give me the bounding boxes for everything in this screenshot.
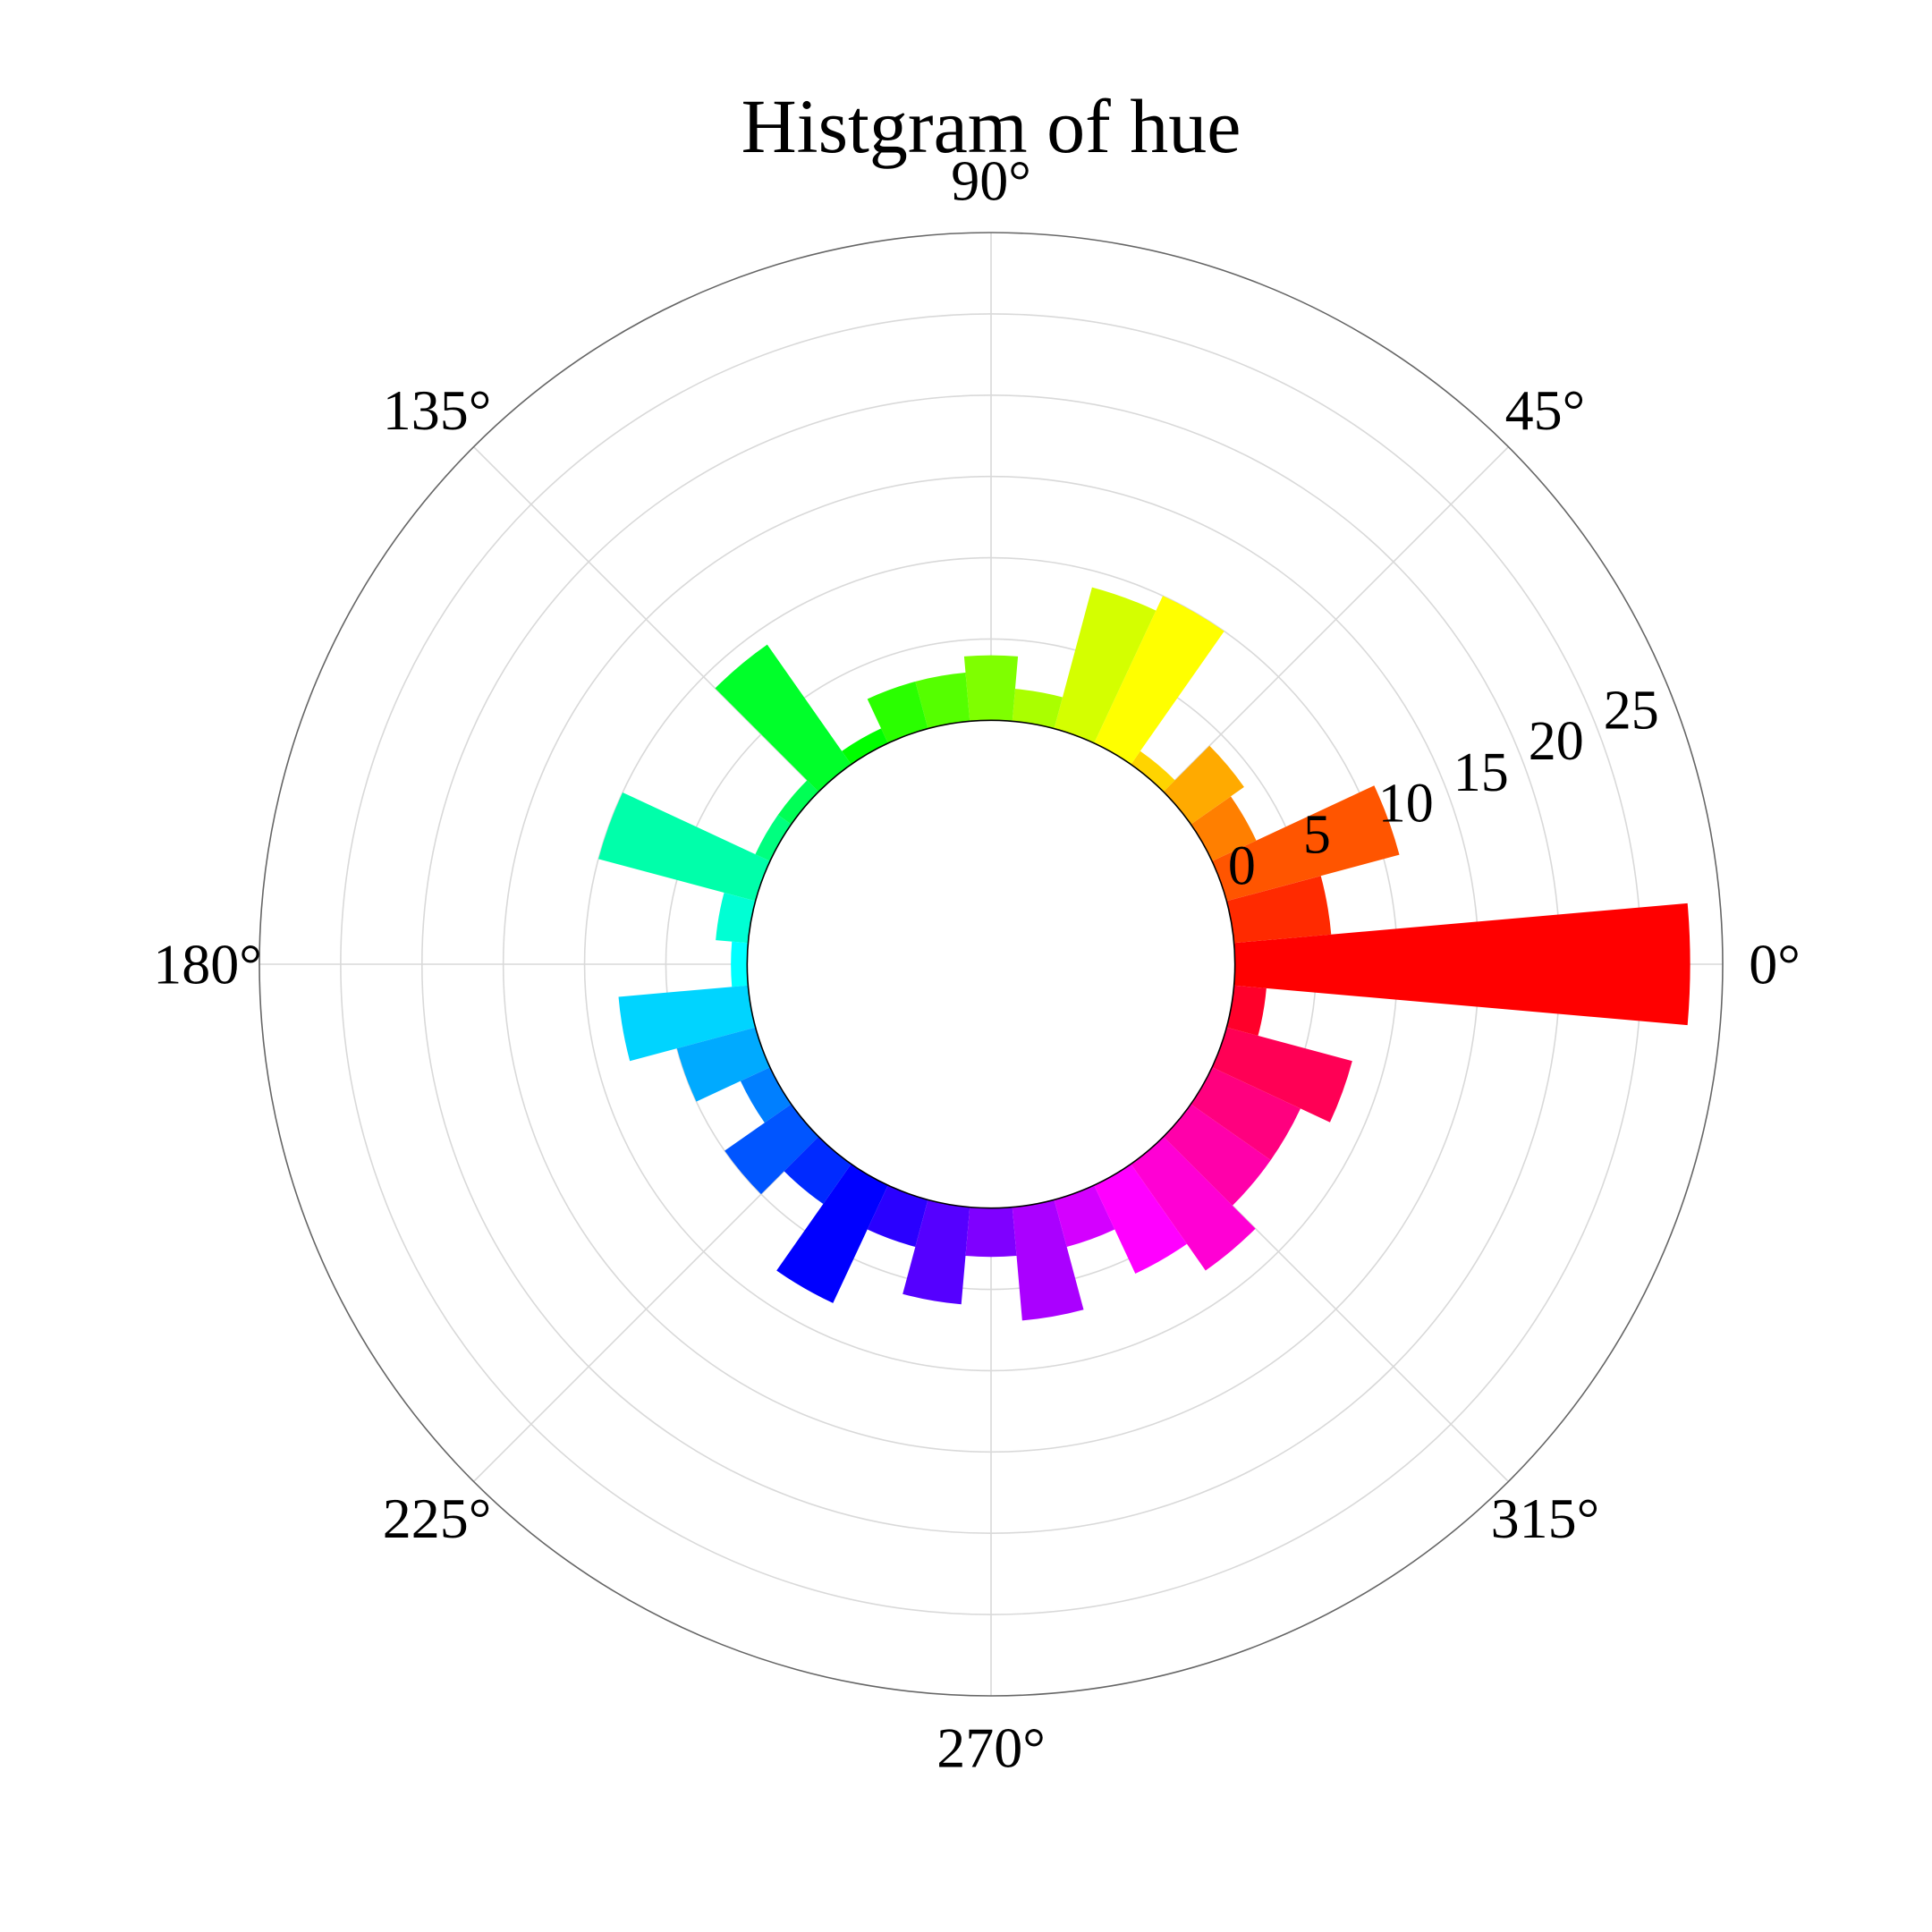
- hue-bar: [902, 1199, 970, 1305]
- hue-bar: [755, 815, 792, 861]
- angle-tick-label: 90°: [951, 149, 1031, 213]
- angle-tick-label: 270°: [936, 1716, 1046, 1780]
- chart-title: Histgram of hue: [741, 83, 1241, 169]
- hue-bar: [867, 1185, 928, 1248]
- hue-bar: [724, 1104, 819, 1195]
- hue-bar: [1094, 596, 1224, 765]
- hue-bar: [842, 728, 888, 765]
- hue-bar: [1191, 796, 1257, 861]
- radial-tick-label: 25: [1604, 680, 1659, 741]
- hue-bar: [1131, 750, 1175, 792]
- angle-tick-label: 225°: [383, 1487, 492, 1550]
- hue-bar: [618, 985, 756, 1062]
- angle-tick-label: 0°: [1749, 933, 1801, 996]
- hue-bar: [676, 1027, 770, 1102]
- hue-bar: [1131, 1136, 1256, 1271]
- hue-bar: [776, 1164, 888, 1303]
- hue-bars: [598, 587, 1690, 1321]
- hue-bar: [1094, 1164, 1187, 1274]
- radial-tick-label: 0: [1228, 835, 1256, 896]
- hue-bar: [598, 792, 770, 902]
- radial-tick-label: 5: [1303, 805, 1331, 866]
- angle-tick-label: 45°: [1505, 378, 1586, 442]
- angle-tick-label: 180°: [153, 933, 262, 996]
- hue-bar: [1163, 1104, 1271, 1206]
- hue-bar: [784, 1136, 852, 1205]
- radial-tick-label: 20: [1529, 711, 1584, 772]
- polar-frame: [258, 232, 1724, 1697]
- hue-bar: [1226, 876, 1332, 944]
- radial-tick-label: 15: [1453, 742, 1509, 803]
- hue-bar: [1054, 1185, 1115, 1248]
- hue-bar: [740, 1067, 792, 1123]
- hue-bar: [1012, 689, 1063, 729]
- hue-bar: [716, 893, 756, 944]
- hue-bar: [965, 1207, 1017, 1258]
- hue-bar: [1226, 985, 1267, 1036]
- hue-bar: [1191, 1067, 1301, 1160]
- hue-bar: [1233, 902, 1690, 1026]
- hue-bar: [777, 780, 819, 825]
- hue-bar: [1212, 785, 1400, 902]
- inner-origin-ring: [746, 719, 1236, 1209]
- hue-bar: [1012, 1199, 1084, 1321]
- hue-bar: [731, 941, 749, 987]
- radial-tick-label: 10: [1378, 774, 1434, 835]
- hue-bar: [1054, 587, 1157, 743]
- hue-bar: [1212, 1027, 1352, 1123]
- axis-labels: 0° 45° 90° 135° 180° 225° 270° 315° 05 10 15 20 25: [153, 149, 1801, 1780]
- outer-frame-ring: [258, 232, 1724, 1697]
- hue-bar: [867, 681, 928, 743]
- hue-bar: [963, 655, 1019, 722]
- hue-bar: [715, 644, 852, 792]
- angle-tick-label: 315°: [1491, 1487, 1600, 1550]
- angle-tick-label: 135°: [383, 378, 492, 442]
- hue-bar: [1163, 745, 1244, 825]
- hue-bar: [915, 673, 970, 729]
